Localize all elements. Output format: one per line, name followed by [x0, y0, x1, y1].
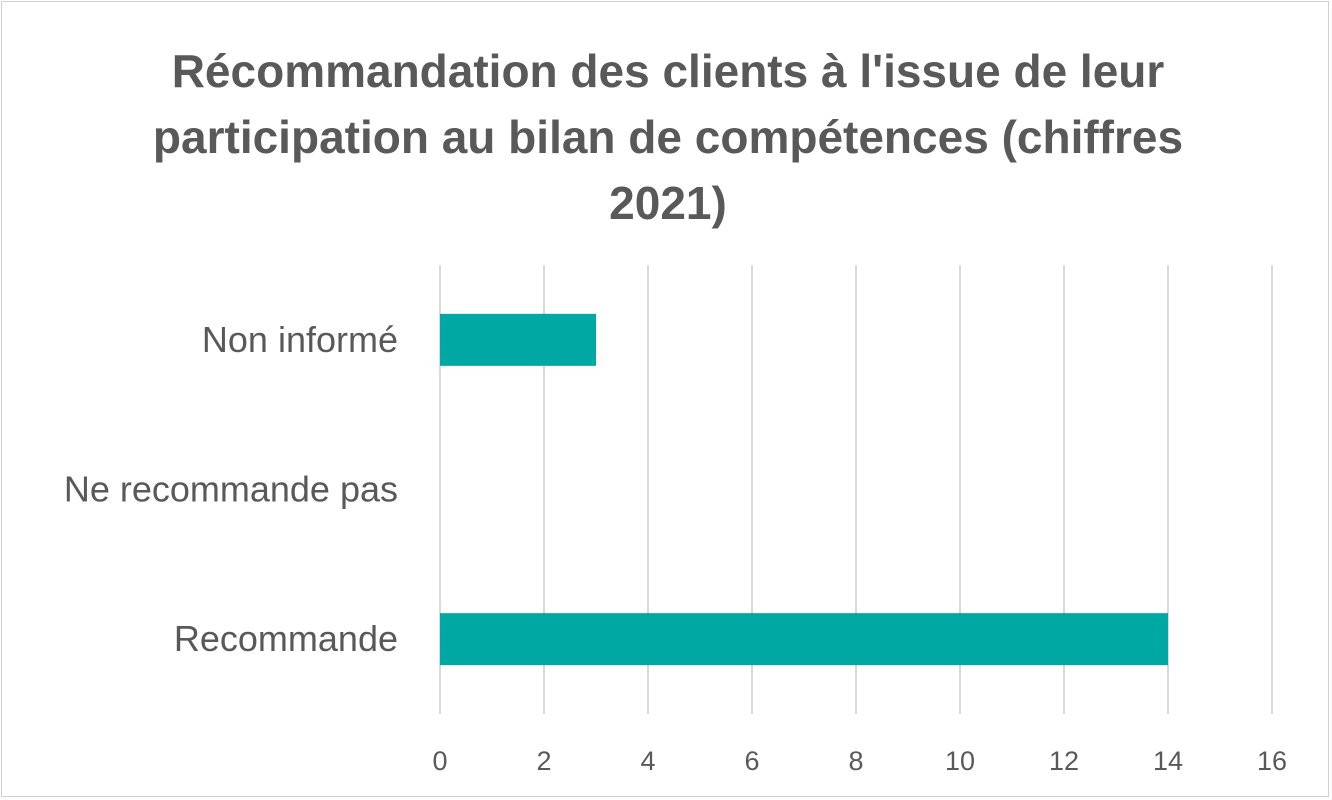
category-label: Recommande: [174, 618, 398, 659]
x-tick-label: 8: [848, 746, 863, 776]
category-label: Non informé: [202, 319, 398, 360]
x-tick-label: 6: [744, 746, 759, 776]
x-tick-label: 2: [536, 746, 551, 776]
x-tick-label: 10: [945, 746, 975, 776]
bar-2: [440, 313, 596, 366]
bar-0: [440, 613, 1168, 666]
x-tick-label: 4: [640, 746, 655, 776]
x-tick-label: 12: [1049, 746, 1079, 776]
chart-title: Récommandation des clients à l'issue de …: [152, 45, 1184, 229]
x-tick-label: 0: [432, 746, 447, 776]
x-tick-label: 14: [1153, 746, 1183, 776]
category-label: Ne recommande pas: [64, 469, 398, 510]
x-tick-label: 16: [1257, 746, 1287, 776]
